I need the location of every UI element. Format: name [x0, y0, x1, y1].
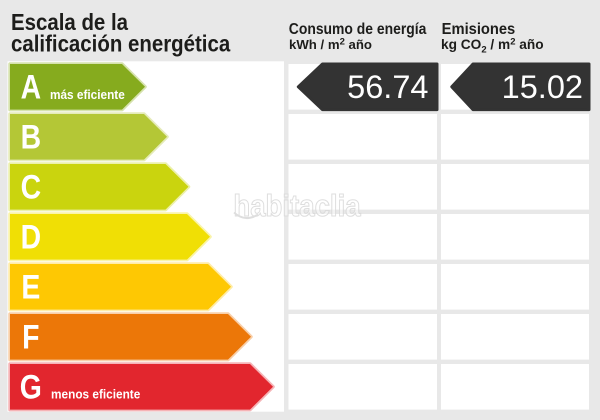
svg-text:C: C: [21, 168, 42, 206]
svg-text:menos eficiente: menos eficiente: [51, 387, 140, 402]
svg-text:15.02: 15.02: [502, 69, 583, 105]
svg-text:B: B: [21, 118, 42, 156]
svg-text:kWh / m2 año: kWh / m2 año: [289, 37, 372, 53]
svg-text:Escala de la: Escala de la: [11, 9, 129, 36]
svg-text:A: A: [21, 68, 42, 106]
svg-text:F: F: [22, 318, 39, 356]
svg-text:más eficiente: más eficiente: [50, 87, 125, 102]
svg-text:D: D: [21, 218, 42, 256]
svg-text:kg CO2 / m2 año: kg CO2 / m2 año: [441, 37, 544, 56]
svg-text:G: G: [20, 368, 42, 406]
svg-text:E: E: [21, 268, 40, 306]
svg-text:Consumo de energía: Consumo de energía: [289, 20, 427, 38]
svg-text:habitaclia: habitaclia: [233, 189, 361, 224]
svg-text:Emisiones: Emisiones: [442, 20, 516, 38]
svg-text:calificación energética: calificación energética: [11, 30, 231, 57]
svg-text:56.74: 56.74: [347, 69, 428, 105]
